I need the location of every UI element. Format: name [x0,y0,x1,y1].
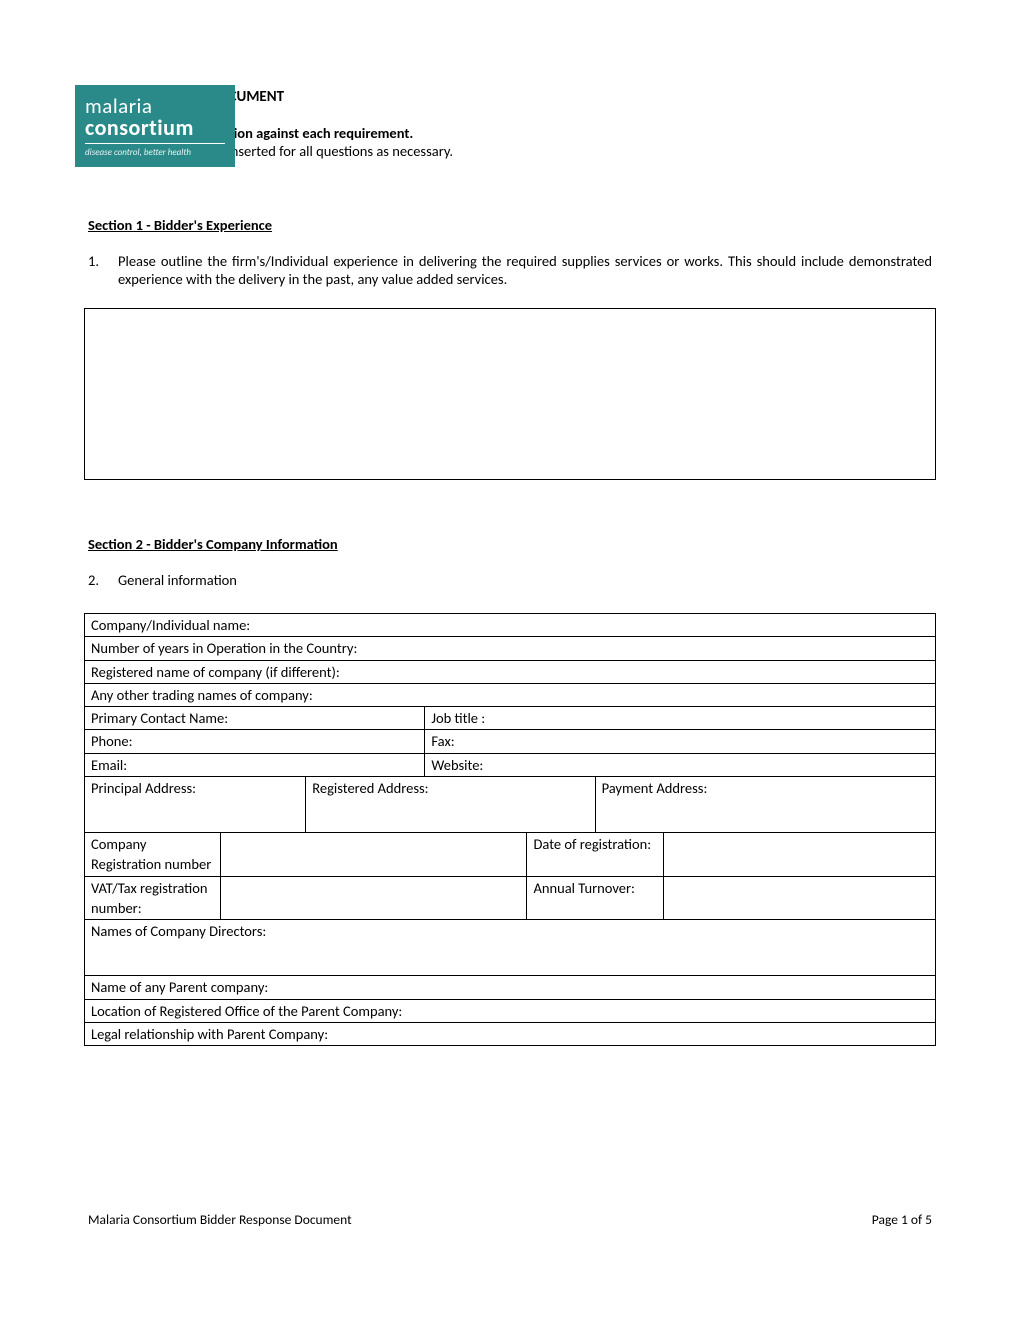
row-registered-name[interactable]: Registered name of company (if different… [85,660,936,683]
row-date-reg-label: Date of registration: [527,833,663,877]
question-1: 1. Please outline the firm's/Individual … [88,252,932,288]
row-email[interactable]: Email: [85,753,425,776]
row-company-reg-value[interactable] [221,833,527,877]
row-website[interactable]: Website: [425,753,936,776]
logo-tagline: disease control, better health [85,147,225,158]
row-primary-contact[interactable]: Primary Contact Name: [85,707,425,730]
row-parent-legal[interactable]: Legal relationship with Parent Company: [85,1022,936,1045]
footer-right: Page 1 of 5 [872,1211,932,1228]
q1-response-box[interactable] [84,308,936,480]
row-company-name[interactable]: Company/Individual name: [85,614,936,637]
row-trading-names[interactable]: Any other trading names of company: [85,683,936,706]
row-turnover-label: Annual Turnover: [527,876,663,920]
row-payment-address[interactable]: Payment Address: [595,777,935,833]
row-vat-label: VAT/Tax registration number: [85,876,221,920]
row-company-reg-label: Company Registration number [85,833,221,877]
row-years-operation[interactable]: Number of years in Operation in the Coun… [85,637,936,660]
row-date-reg-value[interactable] [663,833,935,877]
row-job-title[interactable]: Job title : [425,707,936,730]
question-2: 2. General information [88,571,932,589]
row-vat-value[interactable] [221,876,527,920]
row-phone[interactable]: Phone: [85,730,425,753]
row-parent-name[interactable]: Name of any Parent company: [85,976,936,999]
company-info-table: Company/Individual name: Number of years… [84,613,936,1046]
row-turnover-value[interactable] [663,876,935,920]
logo-divider [85,143,225,144]
logo-line2: consortium [85,117,225,139]
row-parent-office[interactable]: Location of Registered Office of the Par… [85,999,936,1022]
footer-left: Malaria Consortium Bidder Response Docum… [88,1211,352,1228]
q2-text: General information [118,571,932,589]
row-principal-address[interactable]: Principal Address: [85,777,306,833]
section1-heading: Section 1 - Bidder's Experience [88,216,932,234]
row-fax[interactable]: Fax: [425,730,936,753]
page-footer: Malaria Consortium Bidder Response Docum… [88,1211,932,1228]
section2-heading: Section 2 - Bidder's Company Information [88,535,932,553]
q1-text: Please outline the firm's/Individual exp… [118,252,932,288]
row-registered-address[interactable]: Registered Address: [306,777,595,833]
q2-number: 2. [88,571,118,589]
q1-number: 1. [88,252,118,288]
brand-logo: malaria consortium disease control, bett… [75,85,235,167]
row-directors[interactable]: Names of Company Directors: [85,920,936,976]
